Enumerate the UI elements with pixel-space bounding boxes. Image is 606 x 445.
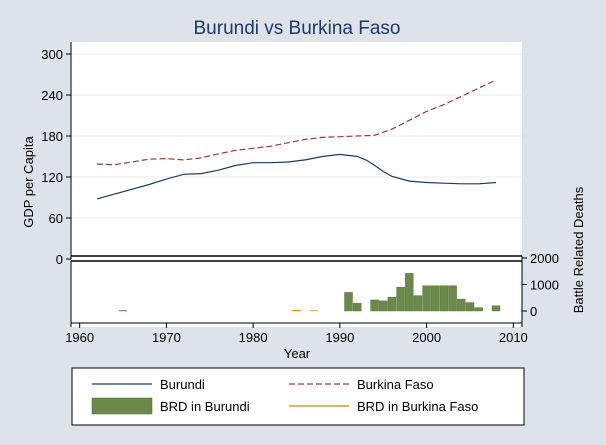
y-tick-label: 0: [56, 252, 63, 267]
x-axis-label: Year: [284, 346, 311, 361]
legend-label-burundi: Burundi: [160, 377, 205, 392]
top-panel-y-axis: 0 60 120 180 240 300: [41, 42, 71, 267]
bar-brd-in-burundi-2004: [457, 299, 465, 311]
x-tick-label: 1980: [239, 330, 268, 345]
x-tick-label: 1960: [65, 330, 94, 345]
bar-brd-in-burundi-2001: [431, 286, 439, 311]
y2-tick-label: 1000: [530, 278, 559, 293]
bar-brd-in-burundi-2003: [449, 286, 457, 311]
y-tick-label: 180: [41, 129, 63, 144]
y-tick-label: 240: [41, 88, 63, 103]
y-axis-label-gdp: GDP per Capita: [21, 135, 36, 227]
bar-brd-in-burundi-2002: [440, 286, 448, 311]
bar-brd-in-burundi-2008: [492, 306, 500, 311]
legend-label-burkina-faso: Burkina Faso: [357, 377, 434, 392]
legend-key-brd-in-burundi: [92, 398, 152, 414]
bar-brd-in-burundi-1965: [119, 311, 127, 312]
bar-brd-in-burundi-2006: [475, 308, 483, 311]
x-tick-label: 1970: [152, 330, 181, 345]
bar-brd-in-burundi-1995: [379, 301, 387, 311]
bar-brd-in-burundi-1991: [345, 292, 353, 311]
plot-region: [71, 42, 522, 327]
bar-brd-in-burundi-1997: [397, 287, 405, 311]
legend-box: [72, 368, 524, 425]
bar-brd-in-burundi-1998: [405, 273, 413, 311]
x-tick-label: 2000: [412, 330, 441, 345]
legend-label-brd-in-burkina-faso: BRD in Burkina Faso: [357, 399, 478, 414]
bar-brd-in-burundi-1999: [414, 296, 422, 311]
x-tick-label: 2010: [499, 330, 528, 345]
chart-title: Burundi vs Burkina Faso: [194, 18, 401, 39]
y-tick-label: 300: [41, 47, 63, 62]
y2-tick-label: 0: [530, 304, 537, 319]
bar-brd-in-burundi-1992: [353, 303, 361, 311]
y-tick-label: 60: [49, 211, 63, 226]
y-tick-label: 120: [41, 170, 63, 185]
y-axis-label-brd: Battle Related Deaths: [571, 186, 586, 313]
x-tick-label: 1990: [325, 330, 354, 345]
bar-brd-in-burkina-faso-1985: [293, 310, 301, 311]
bar-brd-in-burundi-2005: [466, 303, 474, 312]
legend-label-brd-in-burundi: BRD in Burundi: [160, 399, 250, 414]
bar-brd-in-burundi-1994: [371, 300, 379, 311]
bar-brd-in-burundi-1996: [388, 297, 396, 311]
y2-tick-label: 2000: [530, 251, 559, 266]
bar-brd-in-burundi-2000: [423, 286, 431, 311]
